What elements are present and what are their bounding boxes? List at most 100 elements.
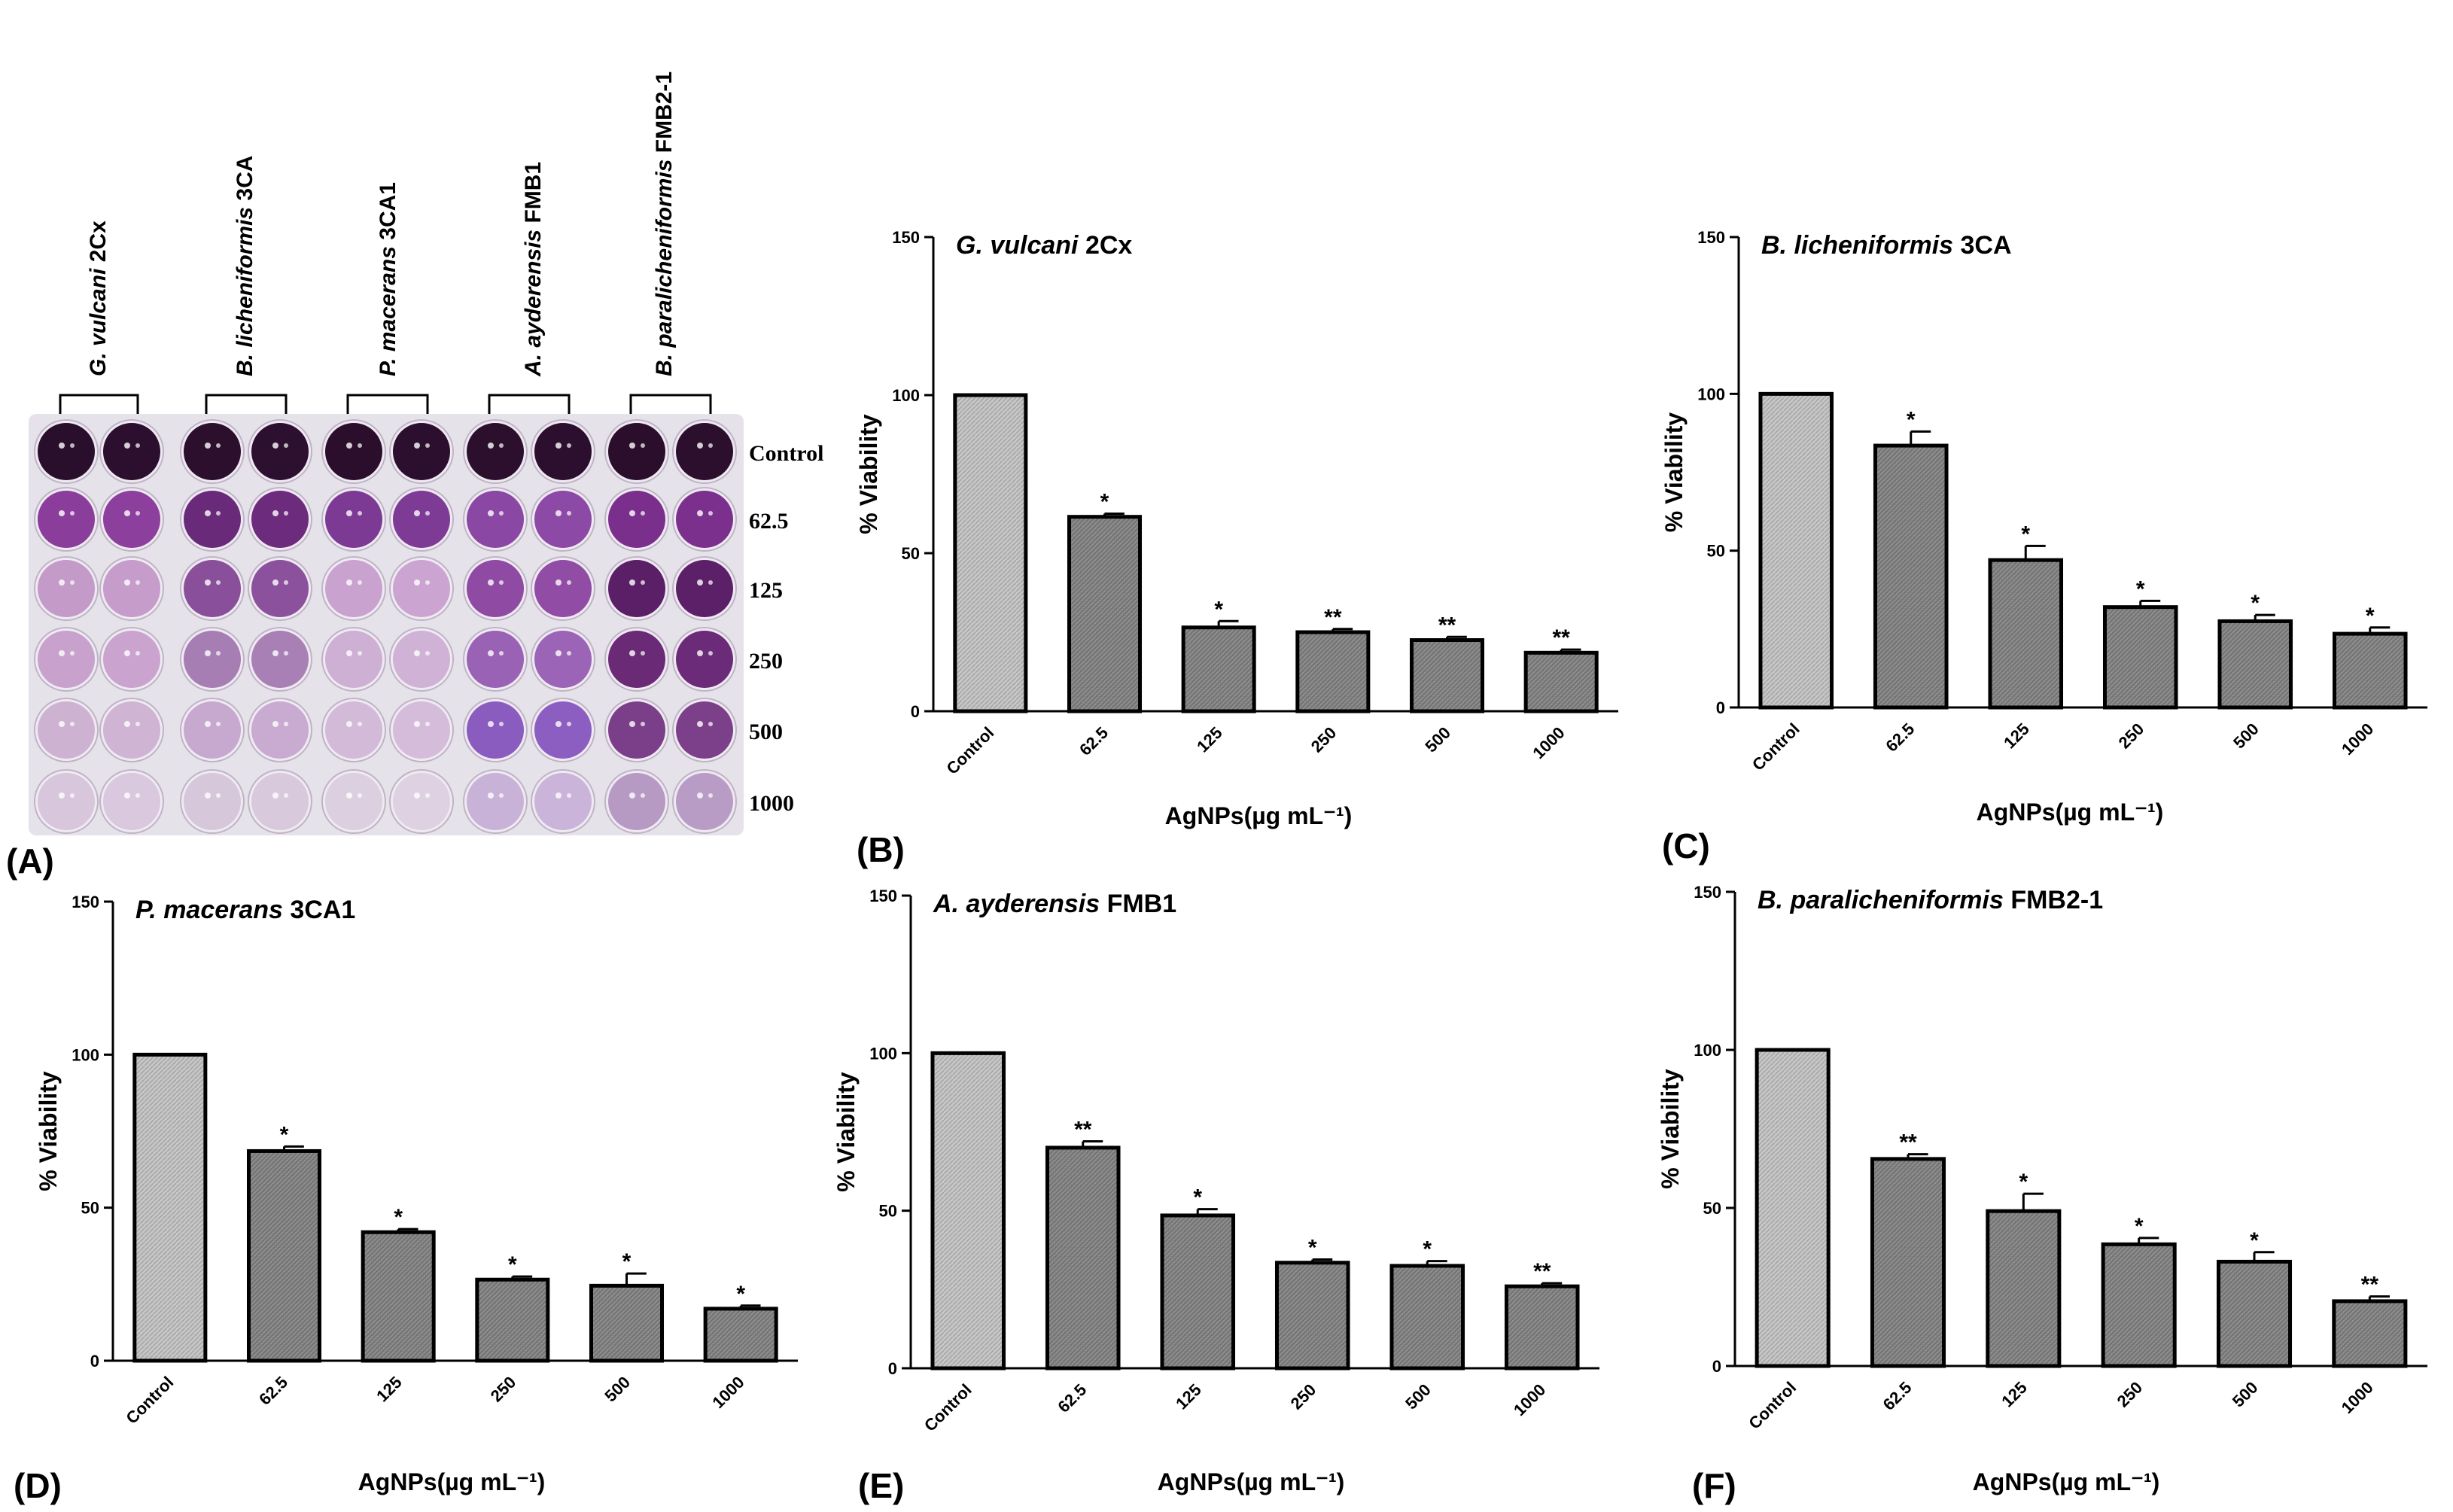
bar <box>1986 1209 2062 1368</box>
concentration-label: 62.5 <box>749 509 789 534</box>
plate-well <box>463 627 528 692</box>
plate-well <box>321 698 386 762</box>
significance-marker: * <box>2135 1214 2144 1239</box>
plate-well <box>99 769 164 834</box>
plate-well <box>389 556 454 621</box>
plate-well <box>531 769 595 834</box>
concentration-label: Control <box>749 441 823 466</box>
x-tick-label: Control <box>122 1373 177 1428</box>
y-axis-label: % Viability <box>855 414 882 534</box>
significance-marker: * <box>280 1122 289 1147</box>
x-tick-label: 1000 <box>2338 1378 2377 1417</box>
x-tick-label: 500 <box>1421 723 1454 756</box>
plate-well <box>34 627 99 692</box>
plate-well <box>531 419 595 484</box>
plate-well <box>672 698 737 762</box>
x-tick-label: 1000 <box>1510 1380 1549 1419</box>
bar <box>2332 631 2408 710</box>
plate-well <box>389 698 454 762</box>
plate-well <box>99 419 164 484</box>
plate-well <box>34 487 99 552</box>
strain-label: P. macerans 3CA1 <box>376 182 400 376</box>
significance-marker: * <box>508 1252 517 1277</box>
strain-label: B. licheniformis 3CA <box>233 156 257 376</box>
x-axis-label: AgNPs(µg mL⁻¹) <box>1165 802 1353 829</box>
x-tick-label: 250 <box>487 1373 520 1406</box>
significance-marker: ** <box>2361 1273 2379 1298</box>
concentration-label: 125 <box>749 578 783 603</box>
plate-well <box>672 627 737 692</box>
bar <box>1758 391 1834 710</box>
y-tick-label: 50 <box>879 1202 897 1221</box>
bar <box>2101 1242 2177 1368</box>
significance-marker: ** <box>1899 1130 1917 1155</box>
y-tick-label: 0 <box>90 1352 99 1371</box>
strain-label: B. paralicheniformis FMB2-1 <box>652 71 677 376</box>
plate-well <box>463 419 528 484</box>
significance-marker: * <box>2021 522 2030 546</box>
y-tick-label: 100 <box>869 1044 897 1063</box>
x-tick-label: 500 <box>2229 719 2263 753</box>
significance-marker: ** <box>1552 625 1570 650</box>
y-tick-label: 150 <box>892 228 920 247</box>
bar <box>246 1148 322 1363</box>
panel-letter: (B) <box>857 830 905 869</box>
plate-well <box>34 556 99 621</box>
significance-marker: * <box>2366 604 2375 628</box>
x-tick-label: 125 <box>373 1373 406 1406</box>
bar <box>1755 1048 1831 1368</box>
significance-marker: * <box>1100 490 1109 515</box>
x-tick-label: 500 <box>601 1373 634 1406</box>
plate-well <box>389 419 454 484</box>
plate-well <box>180 487 245 552</box>
x-tick-label: 62.5 <box>1076 723 1112 759</box>
panel-letter-a: (A) <box>6 841 54 881</box>
y-axis-label: % Viability <box>832 1072 860 1192</box>
plate-well <box>180 769 245 834</box>
concentration-label: 1000 <box>749 791 794 816</box>
y-tick-label: 150 <box>1697 228 1725 247</box>
plate-well <box>672 419 737 484</box>
plate-well <box>531 627 595 692</box>
strain-bracket <box>629 394 712 414</box>
y-tick-label: 50 <box>1703 1199 1721 1218</box>
bar <box>1873 443 1949 710</box>
y-tick-label: 100 <box>72 1045 99 1064</box>
chart-title: B. licheniformis 3CA <box>1761 231 2012 260</box>
plate-well <box>99 627 164 692</box>
plate-well <box>180 556 245 621</box>
plate-well <box>389 627 454 692</box>
plate-well <box>604 556 669 621</box>
panel-f-chart: 0 50 100 150 Control ** 62.5 * 125 * 250 * 500 ** 1000… <box>1657 883 2427 1505</box>
x-tick-label: 250 <box>2115 719 2148 753</box>
panel-letter: (D) <box>14 1466 62 1505</box>
plate-well <box>248 419 312 484</box>
strain-label: A. ayderensis FMB1 <box>521 162 546 377</box>
plate-well <box>531 487 595 552</box>
strain-bracket <box>488 394 571 414</box>
y-tick-label: 50 <box>1707 542 1725 561</box>
bar <box>1045 1145 1121 1371</box>
x-axis-label: AgNPs(µg mL⁻¹) <box>1973 1468 2160 1495</box>
bar <box>703 1307 778 1363</box>
y-tick-label: 50 <box>902 544 920 563</box>
plate-well <box>248 769 312 834</box>
chart-title: B. paralicheniformis FMB2-1 <box>1758 886 2103 914</box>
y-tick-label: 100 <box>1694 1041 1721 1060</box>
panel-b-chart: 0 50 100 150 Control * 62.5 * 125 ** 250 ** 500 ** 100… <box>855 228 1618 869</box>
bar <box>953 393 1028 713</box>
strain-bracket <box>205 394 288 414</box>
well-grid <box>34 419 737 834</box>
significance-marker: * <box>1308 1236 1317 1261</box>
x-tick-label: 1000 <box>1529 723 1568 762</box>
strain-labels: G. vulcani 2Cx B. licheniformis 3CA P. mac… <box>86 71 677 377</box>
bar <box>1409 638 1485 713</box>
plate-well <box>321 627 386 692</box>
significance-marker: * <box>1193 1185 1202 1210</box>
bar <box>1389 1264 1465 1371</box>
y-tick-label: 0 <box>911 702 920 721</box>
y-tick-label: 150 <box>72 893 99 911</box>
plate-well <box>604 487 669 552</box>
plate-well <box>34 419 99 484</box>
panel-letter: (F) <box>1692 1466 1736 1505</box>
